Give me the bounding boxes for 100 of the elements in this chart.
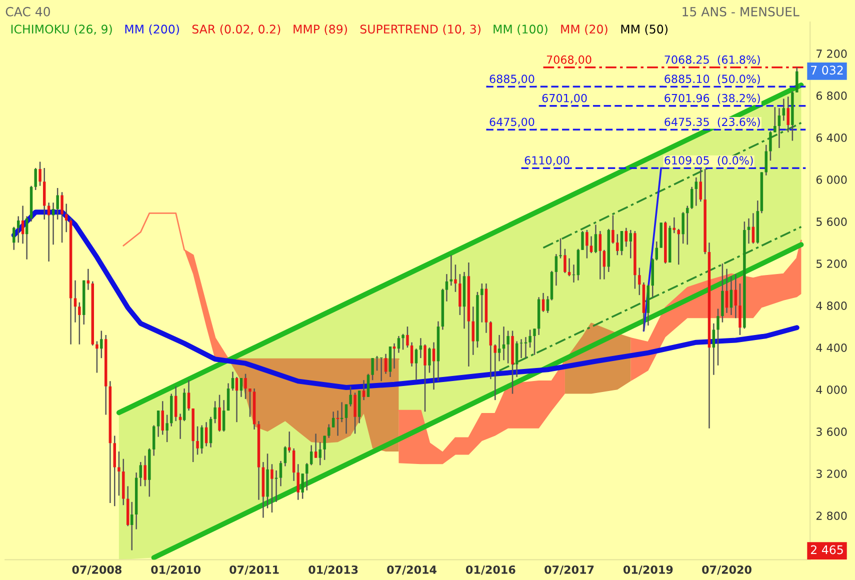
candlestick <box>682 211 684 244</box>
candlestick <box>314 433 318 458</box>
candlestick <box>174 386 178 422</box>
candlestick <box>371 357 374 381</box>
candlestick <box>296 464 300 500</box>
candlestick <box>590 236 593 254</box>
candlestick <box>528 329 532 348</box>
candlestick <box>498 334 501 362</box>
candlestick <box>533 328 536 356</box>
candlestick <box>774 106 776 133</box>
candlestick <box>279 460 282 487</box>
candlestick <box>16 216 20 244</box>
candlestick <box>60 192 64 244</box>
candlestick <box>156 410 160 438</box>
candlestick <box>602 249 606 280</box>
candlestick <box>506 330 510 364</box>
candlestick <box>738 282 742 336</box>
candlestick <box>769 130 772 162</box>
annotation: ICHIMOKU (26, 9) <box>11 24 112 35</box>
candlestick <box>546 295 550 314</box>
annotation: 6701,00 <box>542 94 587 104</box>
candlestick <box>778 108 781 149</box>
annotation: 2 465 <box>810 545 843 554</box>
candlestick <box>406 326 409 348</box>
candlestick <box>581 230 584 251</box>
candlestick <box>96 340 98 374</box>
candlestick <box>139 461 142 487</box>
candlestick <box>629 229 632 259</box>
y-tick-label: 4 400 <box>816 344 847 352</box>
candlestick <box>620 230 624 256</box>
candlestick <box>638 267 641 296</box>
annotation: MMP (89) <box>294 24 347 35</box>
candlestick <box>318 441 322 466</box>
annotation: SUPERTREND (10, 3) <box>360 24 480 35</box>
annotation: MM (50) <box>621 24 668 35</box>
candlestick <box>323 435 326 461</box>
candlestick <box>292 448 296 482</box>
candlestick <box>144 455 146 487</box>
candlestick <box>21 205 24 244</box>
candlestick <box>274 470 278 503</box>
candlestick <box>200 424 204 454</box>
candlestick <box>489 320 492 380</box>
candlestick <box>734 273 738 319</box>
candlestick <box>694 176 698 206</box>
candlestick <box>301 472 304 500</box>
chart-title: CAC 40 <box>6 6 50 16</box>
y-tick-label: 5 200 <box>816 260 847 268</box>
candlestick <box>458 273 462 316</box>
candlestick <box>248 388 252 418</box>
candlestick <box>542 292 545 312</box>
candlestick <box>226 382 230 412</box>
candlestick <box>244 373 247 400</box>
candlestick <box>480 282 484 323</box>
candlestick <box>204 422 208 447</box>
x-tick-label: 07/2014 <box>387 565 436 575</box>
candlestick <box>366 373 370 398</box>
candlestick <box>231 371 234 392</box>
annotation: SAR (0.02, 0.2) <box>192 24 280 35</box>
candlestick <box>655 240 658 262</box>
candlestick <box>118 450 120 496</box>
candlestick <box>782 98 786 122</box>
x-tick-label: 01/2013 <box>308 565 358 575</box>
candlestick <box>344 404 348 434</box>
candlestick <box>520 338 523 359</box>
candlestick <box>454 264 457 293</box>
annotation: 6475.35 (23.6%) <box>664 118 760 128</box>
candlestick <box>166 414 168 443</box>
chart-subtitle: 15 ANS - MENSUEL <box>682 6 800 16</box>
candlestick <box>624 227 628 248</box>
candlestick <box>796 66 798 94</box>
annotation: 6110,00 <box>524 156 570 166</box>
y-tick-label: 2 800 <box>816 512 847 520</box>
x-tick-label: 07/2011 <box>230 565 279 575</box>
candlestick <box>332 411 335 428</box>
y-tick-label: 5 600 <box>816 218 847 226</box>
annotation: MM (100) <box>494 24 548 35</box>
y-tick-label: 6 800 <box>816 92 847 100</box>
candlestick <box>424 344 426 412</box>
candlestick <box>764 144 768 176</box>
candlestick <box>410 342 414 368</box>
annotation: 7068,00 <box>546 55 592 65</box>
candlestick <box>699 167 702 202</box>
candlestick <box>328 424 330 439</box>
x-tick-label: 07/2020 <box>702 565 752 575</box>
candlestick <box>428 346 431 374</box>
candlestick <box>25 216 28 260</box>
candlestick <box>515 340 518 378</box>
candlestick <box>786 96 790 133</box>
candlestick <box>56 187 59 220</box>
candlestick <box>594 224 598 254</box>
y-tick-label: 3 600 <box>816 428 847 436</box>
candlestick <box>384 353 388 374</box>
candlestick <box>218 394 221 432</box>
annotation: MM (20) <box>561 24 608 35</box>
candlestick <box>152 424 156 456</box>
candlestick <box>554 253 558 286</box>
candlestick <box>349 386 352 408</box>
candlestick <box>354 392 356 434</box>
candlestick <box>235 376 238 423</box>
candlestick <box>730 276 733 316</box>
